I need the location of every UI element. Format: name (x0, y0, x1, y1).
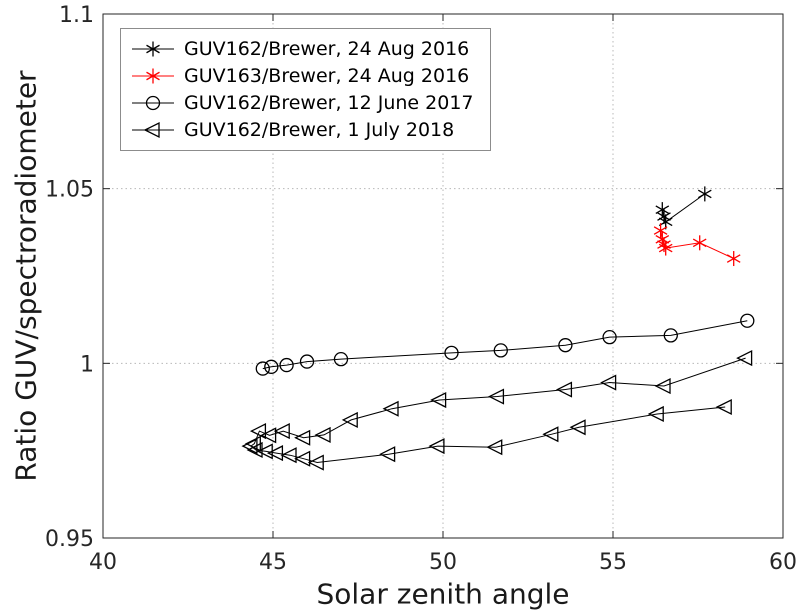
legend-marker-circle-icon (132, 95, 174, 111)
legend-item: GUV162/Brewer, 24 Aug 2016 (131, 38, 474, 60)
y-axis-label: Ratio GUV/spectroradiometer (9, 70, 43, 482)
legend-item: GUV162/Brewer, 1 July 2018 (131, 119, 474, 141)
svg-text:60: 60 (769, 550, 797, 575)
svg-text:1.05: 1.05 (45, 178, 94, 203)
legend-marker-triangle-left-icon (132, 121, 174, 139)
legend-marker-asterisk-icon (132, 41, 174, 57)
legend-label: GUV162/Brewer, 12 June 2017 (184, 92, 474, 114)
x-axis-label: Solar zenith angle (316, 577, 570, 611)
svg-text:1: 1 (80, 352, 94, 377)
svg-text:40: 40 (89, 550, 117, 575)
svg-text:1.1: 1.1 (59, 3, 94, 28)
legend-marker-asterisk-icon (132, 68, 174, 84)
legend-label: GUV163/Brewer, 24 Aug 2016 (184, 65, 470, 87)
legend-item: GUV162/Brewer, 12 June 2017 (131, 92, 474, 114)
svg-text:55: 55 (599, 550, 627, 575)
legend: GUV162/Brewer, 24 Aug 2016 GUV163/Brewer… (120, 28, 491, 151)
legend-label: GUV162/Brewer, 1 July 2018 (184, 119, 455, 141)
svg-text:50: 50 (429, 550, 457, 575)
legend-label: GUV162/Brewer, 24 Aug 2016 (184, 38, 470, 60)
svg-text:45: 45 (259, 550, 287, 575)
svg-text:0.95: 0.95 (45, 527, 94, 552)
legend-item: GUV163/Brewer, 24 Aug 2016 (131, 65, 474, 87)
